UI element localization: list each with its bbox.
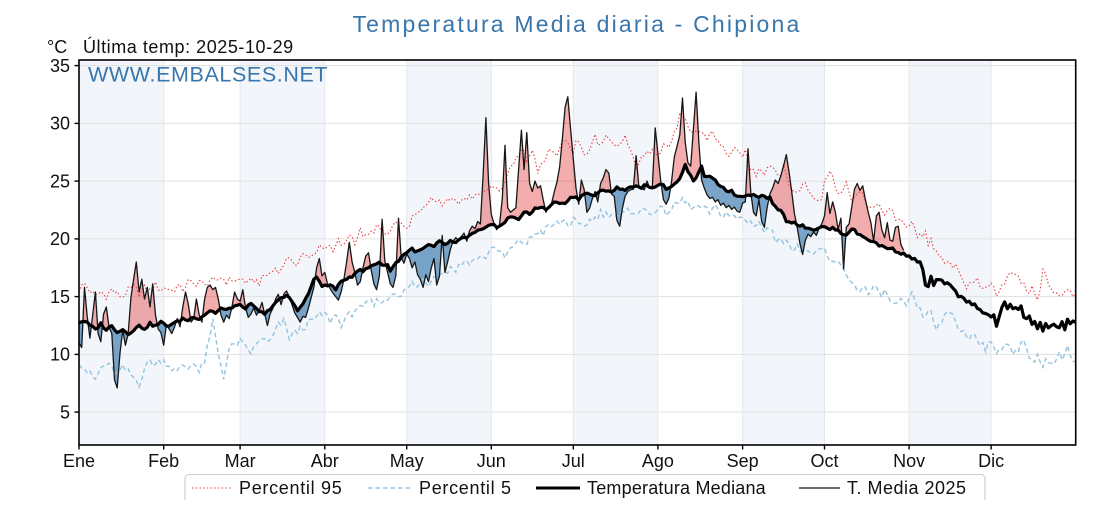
svg-text:Percentil 95: Percentil 95: [239, 478, 342, 498]
svg-text:10: 10: [50, 345, 70, 365]
svg-text:Nov: Nov: [893, 451, 925, 471]
svg-text:May: May: [390, 451, 424, 471]
svg-text:25: 25: [50, 171, 70, 191]
svg-text:°C: °C: [47, 37, 67, 57]
svg-text:Mar: Mar: [225, 451, 256, 471]
svg-text:30: 30: [50, 114, 70, 134]
svg-text:Ago: Ago: [642, 451, 674, 471]
svg-text:Dic: Dic: [978, 451, 1004, 471]
svg-text:Sep: Sep: [727, 451, 759, 471]
svg-text:20: 20: [50, 229, 70, 249]
svg-text:Jun: Jun: [477, 451, 506, 471]
svg-text:15: 15: [50, 287, 70, 307]
svg-text:T. Media 2025: T. Media 2025: [847, 478, 967, 498]
svg-text:Temperatura Mediana: Temperatura Mediana: [587, 478, 767, 498]
svg-text:5: 5: [60, 402, 70, 422]
svg-text:Temperatura Media diaria - Chi: Temperatura Media diaria - Chipiona: [352, 11, 801, 37]
svg-text:Feb: Feb: [148, 451, 179, 471]
svg-text:Última temp: 2025-10-29: Última temp: 2025-10-29: [83, 36, 294, 57]
svg-text:Oct: Oct: [810, 451, 838, 471]
svg-text:Abr: Abr: [311, 451, 339, 471]
svg-text:35: 35: [50, 56, 70, 76]
svg-text:Jul: Jul: [562, 451, 585, 471]
svg-text:Ene: Ene: [63, 451, 95, 471]
svg-text:WWW.EMBALSES.NET: WWW.EMBALSES.NET: [88, 63, 328, 87]
svg-text:Percentil 5: Percentil 5: [419, 478, 512, 498]
